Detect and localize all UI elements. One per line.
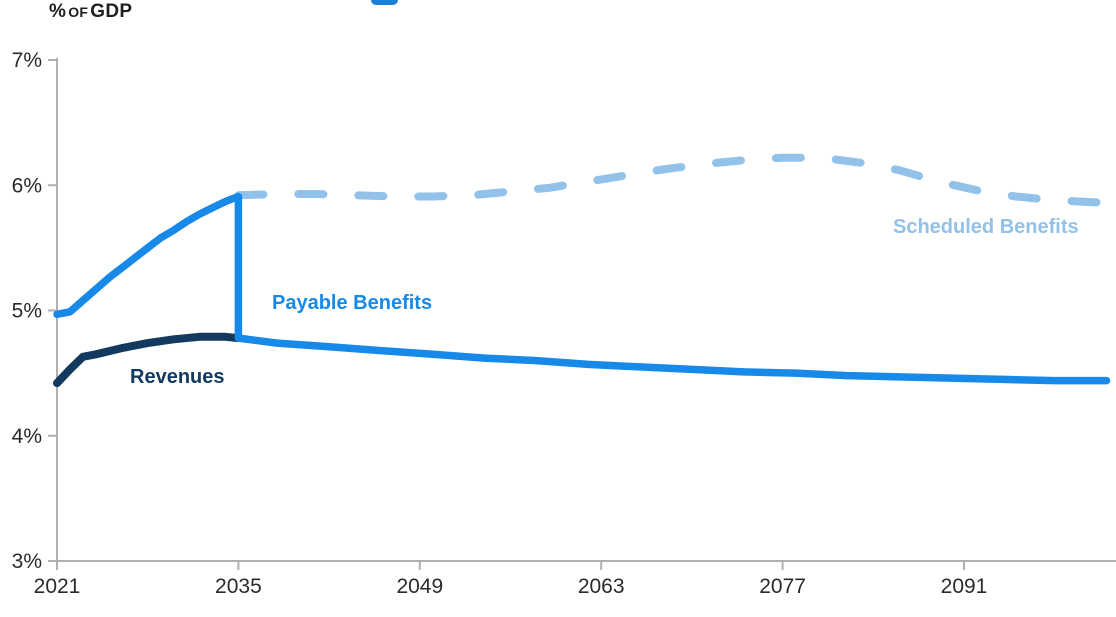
- payable-benefits-label: Payable Benefits: [272, 292, 433, 314]
- x-tick-label: 2049: [396, 575, 443, 598]
- y-axis-unit-label: % OF GDP: [49, 1, 132, 23]
- series-line-revenues: [53, 332, 243, 388]
- y-tick-label: 7%: [12, 49, 42, 72]
- scheduled-benefits-label: Scheduled Benefits: [893, 216, 1079, 238]
- x-tick-label: 2063: [578, 575, 625, 598]
- unit-label-gdp: GDP: [90, 1, 133, 22]
- unit-label-percent: %: [49, 1, 67, 22]
- x-tick-label: 2035: [215, 575, 262, 598]
- series-line-scheduled-benefits: [234, 153, 1111, 207]
- series-line-payable-benefits: [53, 192, 1111, 385]
- x-tick-label: 2077: [759, 575, 806, 598]
- cropped-title-fragment: [371, 0, 398, 5]
- y-tick-label: 6%: [12, 174, 42, 197]
- x-tick-label: 2021: [34, 575, 81, 598]
- y-tick-label: 5%: [12, 300, 42, 323]
- x-tick-label: 2091: [941, 575, 988, 598]
- unit-label-of: OF: [68, 4, 89, 20]
- y-tick-label: 3%: [12, 550, 42, 573]
- revenues-label: Revenues: [130, 366, 225, 388]
- y-tick-label: 4%: [12, 425, 42, 448]
